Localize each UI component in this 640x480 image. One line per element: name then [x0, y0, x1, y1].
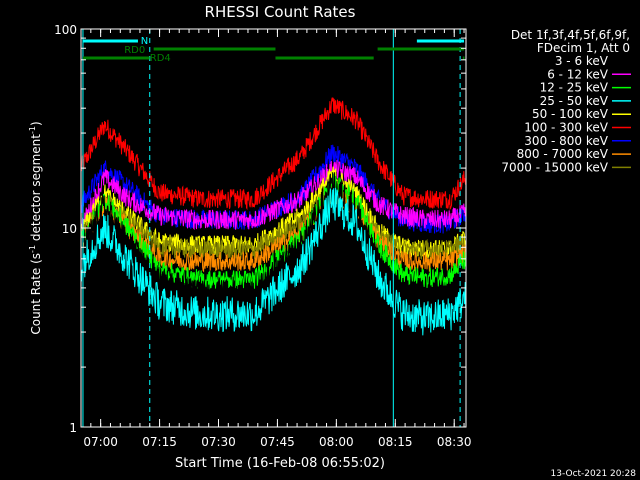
- y-axis-label: Count Rate (s-1 detector segment-1): [28, 121, 43, 334]
- axes: 07:00 07:15 07:30 07:45 08:00 08:15 08:30 1 10 10…: [54, 23, 471, 449]
- x-tick-label: 07:00: [83, 435, 118, 449]
- y-axis-label-mid: detector segment: [29, 134, 43, 245]
- x-tick-label: 07:15: [142, 435, 177, 449]
- series-line: [80, 97, 467, 211]
- y-axis-label-sup1: -1: [28, 245, 37, 253]
- x-tick-label: 08:15: [378, 435, 413, 449]
- y-axis-label-sup2: -1: [28, 126, 37, 134]
- x-tick-label: 07:30: [201, 435, 236, 449]
- series-line: [80, 187, 467, 336]
- y-tick-label: 100: [54, 23, 77, 37]
- x-tick-label: 08:30: [437, 435, 472, 449]
- state-bar-segment: [82, 39, 138, 43]
- legend-label: 50 - 100 keV: [532, 107, 609, 121]
- x-axis-label: Start Time (16-Feb-08 06:55:02): [175, 456, 385, 471]
- state-bar-segment: [462, 56, 465, 60]
- legend-label: 800 - 7000 keV: [517, 147, 609, 161]
- legend-label: 25 - 50 keV: [540, 94, 609, 108]
- state-bar-segment: [153, 47, 276, 51]
- legend-header-line2: FDecim 1, Att 0: [537, 41, 630, 55]
- legend-label: 7000 - 15000 keV: [501, 160, 608, 174]
- legend-label: 12 - 25 keV: [540, 81, 609, 95]
- series-layer: [80, 97, 467, 336]
- legend-label: 3 - 6 keV: [555, 54, 609, 68]
- state-bar-label: N: [141, 36, 148, 47]
- series-line: [80, 159, 467, 235]
- state-bar-segment: [416, 39, 465, 43]
- y-tick-label: 1: [69, 421, 77, 435]
- y-tick-label: 10: [62, 222, 77, 236]
- y-axis-label-end: ): [29, 121, 43, 126]
- legend-label: 300 - 800 keV: [524, 134, 608, 148]
- state-bar-label: RD4: [150, 53, 171, 64]
- legend-label: 100 - 300 keV: [524, 121, 608, 135]
- timestamp: 13-Oct-2021 20:28: [551, 469, 637, 479]
- y-axis-label-main: Count Rate (s: [29, 253, 43, 335]
- state-bar-label: RD0: [124, 45, 145, 56]
- x-tick-label: 07:45: [260, 435, 295, 449]
- state-bar-segment: [275, 56, 374, 60]
- state-bar-segment: [82, 56, 150, 60]
- state-bar-segment: [377, 47, 465, 51]
- legend: Det 1f,3f,4f,5f,6f,9f, FDecim 1, Att 0 3…: [501, 28, 631, 174]
- series-line: [80, 144, 467, 234]
- legend-header-line1: Det 1f,3f,4f,5f,6f,9f,: [511, 28, 630, 42]
- chart-title: RHESSI Count Rates: [205, 3, 356, 21]
- x-tick-label: 08:00: [319, 435, 354, 449]
- legend-label: 6 - 12 keV: [547, 67, 609, 81]
